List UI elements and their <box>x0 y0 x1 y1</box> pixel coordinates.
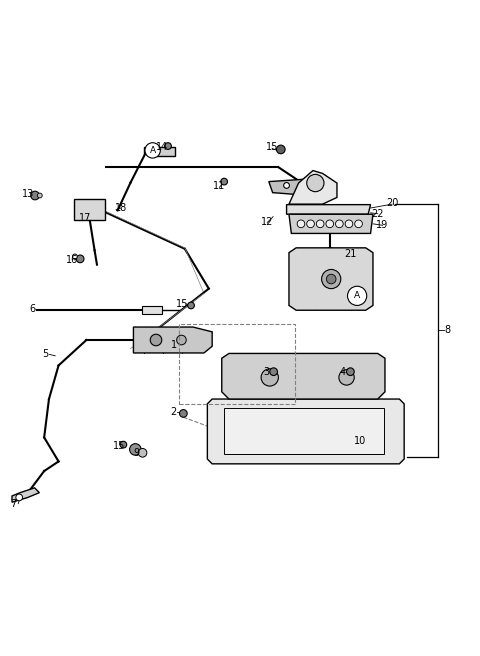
Text: 18: 18 <box>115 203 127 213</box>
Circle shape <box>177 335 186 345</box>
Polygon shape <box>289 248 373 310</box>
Text: 6: 6 <box>30 304 36 314</box>
Circle shape <box>270 368 277 375</box>
Text: 10: 10 <box>354 436 366 446</box>
Text: 14: 14 <box>156 142 168 152</box>
Polygon shape <box>207 399 404 464</box>
Polygon shape <box>74 199 105 220</box>
Polygon shape <box>12 488 39 502</box>
Circle shape <box>221 178 228 185</box>
Text: A: A <box>354 291 360 300</box>
Text: 19: 19 <box>376 220 389 230</box>
Circle shape <box>138 449 147 457</box>
Text: 9: 9 <box>134 448 140 458</box>
Circle shape <box>336 220 343 228</box>
Polygon shape <box>289 171 337 204</box>
Circle shape <box>355 220 362 228</box>
Polygon shape <box>144 146 175 156</box>
Circle shape <box>145 143 160 158</box>
Text: 15: 15 <box>113 441 125 451</box>
Text: 17: 17 <box>79 213 91 222</box>
Bar <box>142 306 162 314</box>
Circle shape <box>76 255 84 262</box>
Text: 15: 15 <box>176 299 189 309</box>
Circle shape <box>326 220 334 228</box>
Text: 8: 8 <box>444 325 450 335</box>
Circle shape <box>72 254 77 259</box>
Circle shape <box>180 409 187 417</box>
Text: 4: 4 <box>340 367 346 377</box>
Circle shape <box>347 368 354 375</box>
Circle shape <box>322 270 341 289</box>
Circle shape <box>130 443 141 455</box>
Circle shape <box>284 182 289 188</box>
Circle shape <box>16 494 23 501</box>
Circle shape <box>188 302 194 309</box>
Text: 1: 1 <box>171 340 177 350</box>
Circle shape <box>339 370 354 385</box>
Circle shape <box>37 193 42 198</box>
Circle shape <box>326 274 336 284</box>
Circle shape <box>31 191 39 200</box>
Text: 7: 7 <box>10 499 17 508</box>
Circle shape <box>348 286 367 306</box>
Circle shape <box>297 220 305 228</box>
Bar <box>224 407 384 454</box>
Circle shape <box>327 247 333 253</box>
Circle shape <box>150 335 162 346</box>
Circle shape <box>120 441 127 448</box>
Text: 20: 20 <box>386 198 398 208</box>
Circle shape <box>261 369 278 386</box>
Circle shape <box>276 145 285 154</box>
Text: 21: 21 <box>344 249 357 258</box>
Circle shape <box>316 220 324 228</box>
Polygon shape <box>133 327 212 353</box>
Text: 22: 22 <box>372 209 384 218</box>
Text: 11: 11 <box>213 182 226 192</box>
Circle shape <box>165 143 171 150</box>
Text: 2: 2 <box>170 407 177 417</box>
Text: 15: 15 <box>266 142 278 152</box>
Text: 12: 12 <box>261 217 274 228</box>
Text: 13: 13 <box>22 189 34 199</box>
Polygon shape <box>289 215 373 234</box>
Text: 5: 5 <box>42 350 49 359</box>
Circle shape <box>307 220 314 228</box>
Bar <box>179 323 295 404</box>
Circle shape <box>345 220 353 228</box>
Polygon shape <box>222 354 385 399</box>
Circle shape <box>307 174 324 192</box>
Polygon shape <box>269 179 317 195</box>
Polygon shape <box>287 205 371 215</box>
Text: 16: 16 <box>66 255 78 265</box>
Text: 3: 3 <box>264 367 269 377</box>
Text: A: A <box>150 146 156 155</box>
